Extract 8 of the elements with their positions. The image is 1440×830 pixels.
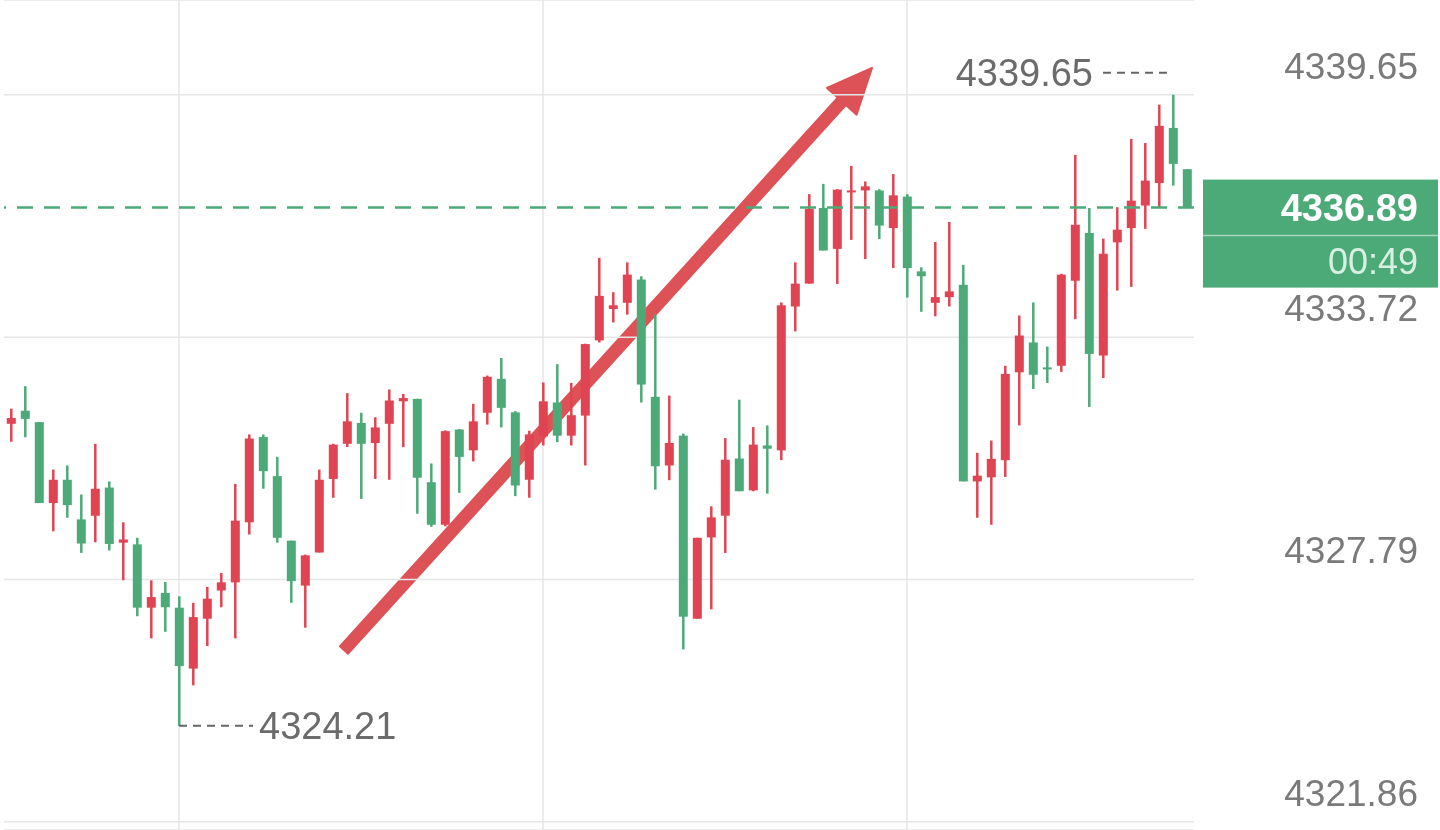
text: 00:49	[1327, 241, 1418, 283]
y-tick-label: 4339.65	[1284, 45, 1418, 87]
annotation: 4324.21	[259, 705, 397, 748]
ref-line-label: 4336.89	[1280, 186, 1418, 229]
annotation: 4339.65	[955, 52, 1093, 95]
y-tick-label: 4321.86	[1284, 772, 1418, 814]
y-tick-label: 4327.79	[1284, 530, 1418, 572]
y-tick-label: 4333.72	[1284, 288, 1418, 330]
